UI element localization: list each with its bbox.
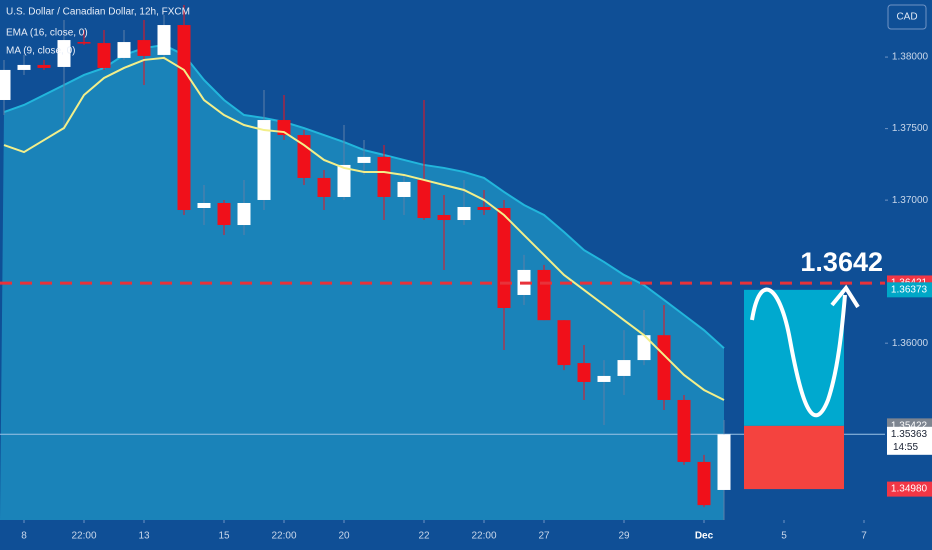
candle-body	[217, 202, 231, 226]
x-tick-label: 22	[418, 531, 430, 542]
candle-body	[237, 202, 251, 226]
x-axis-strip	[0, 520, 932, 550]
candle-body	[397, 181, 411, 197]
price-tag-label: 1.34980	[891, 484, 928, 495]
chart-title: U.S. Dollar / Canadian Dollar, 12h, FXCM	[6, 7, 190, 18]
candle-body	[497, 208, 511, 308]
candle-body	[77, 42, 91, 44]
x-tick-label: 8	[21, 531, 27, 542]
target-label: 1.3642	[800, 247, 883, 277]
x-tick-label: 27	[538, 531, 550, 542]
candle-body	[357, 156, 371, 163]
x-tick-label: 7	[861, 531, 867, 542]
x-tick-label: 13	[138, 531, 150, 542]
candle-body	[657, 335, 671, 400]
candle-body	[17, 64, 31, 70]
currency-label[interactable]: CAD	[896, 12, 917, 23]
price-tag	[887, 426, 932, 455]
zone-loss	[744, 425, 844, 490]
candle-body	[0, 69, 11, 100]
price-tag	[887, 282, 932, 298]
candle-body	[597, 375, 611, 382]
legend-ma: MA (9, close, 0)	[6, 46, 75, 57]
candle-body	[297, 135, 311, 178]
candle-body	[477, 206, 491, 211]
candle-body	[677, 399, 691, 462]
candle-body	[157, 25, 171, 55]
candle-body	[337, 164, 351, 197]
y-tick-label: 1.38000	[892, 52, 929, 63]
x-tick-label: 22:00	[71, 531, 96, 542]
candle-body	[57, 40, 71, 67]
y-tick-label: 1.37500	[892, 123, 929, 134]
projection-arrow	[830, 284, 860, 309]
x-tick-label: 29	[618, 531, 630, 542]
candle-body	[617, 360, 631, 376]
y-tick-label: 1.36000	[892, 338, 929, 349]
candle-body	[437, 215, 451, 221]
candle-body	[97, 43, 111, 68]
candle-body	[137, 40, 151, 56]
currency-box[interactable]	[887, 4, 927, 30]
price-tag-countdown: 14:55	[893, 442, 918, 453]
x-tick-label: 22:00	[271, 531, 296, 542]
candle-body	[577, 363, 591, 382]
x-tick-label: 22:00	[471, 531, 496, 542]
x-tick-label: 5	[781, 531, 787, 542]
ema-line	[3, 56, 725, 401]
candle-body	[197, 202, 211, 208]
candle-body	[697, 461, 711, 506]
candle-body	[717, 434, 731, 490]
x-tick-label: 15	[218, 531, 230, 542]
candle-body	[637, 335, 651, 361]
candle-body	[257, 120, 271, 200]
candle-body	[177, 25, 191, 211]
candle-body	[537, 269, 551, 321]
candle-body	[37, 64, 51, 68]
price-tag-label: 1.35422	[891, 421, 928, 432]
projection-path	[750, 287, 847, 418]
candle-body	[417, 179, 431, 219]
price-tag-label: 1.35363	[891, 429, 928, 440]
legend-ema: EMA (16, close, 0)	[6, 28, 88, 39]
x-tick-label: 20	[338, 531, 350, 542]
candle-body	[377, 156, 391, 197]
y-tick-label: 1.37000	[892, 195, 929, 206]
price-tag-label: 1.36373	[891, 284, 928, 295]
candle-body	[117, 42, 131, 58]
x-tick-label: Dec	[695, 531, 714, 542]
candle-body	[457, 206, 471, 221]
candle-body	[317, 177, 331, 197]
price-tag	[887, 481, 932, 497]
candle-body	[557, 320, 571, 366]
